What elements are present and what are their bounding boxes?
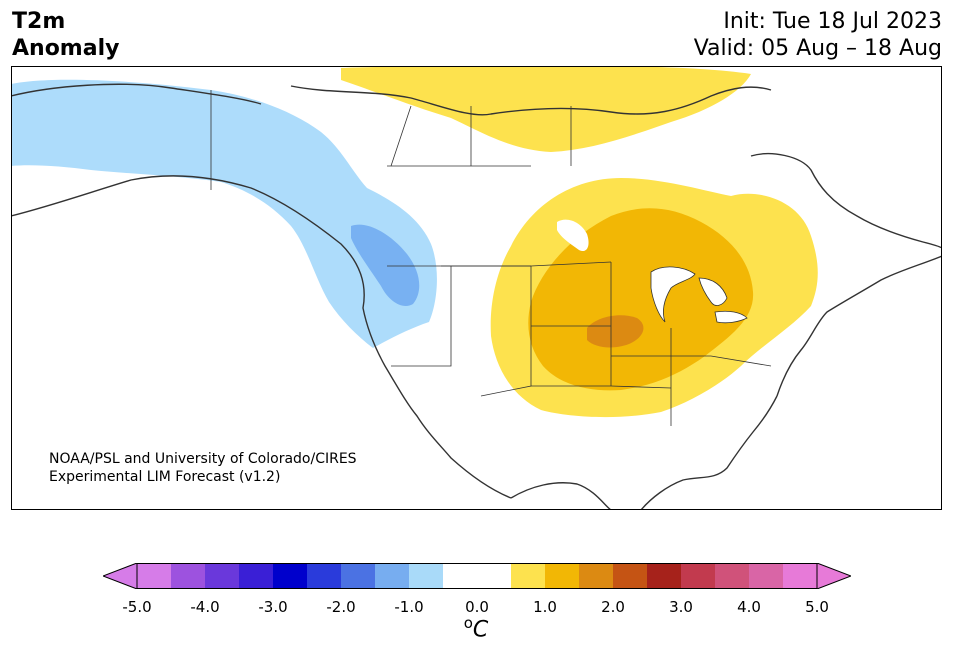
colorbar-segment <box>647 563 682 589</box>
cold-anomaly-light <box>11 79 437 349</box>
colorbar-tick-label: 1.0 <box>533 598 557 616</box>
title-variable-line1: T2m <box>12 9 66 34</box>
colorbar-tick-label: 0.0 <box>465 598 489 616</box>
title-variable-line2: Anomaly <box>12 36 120 61</box>
map-title: T2m Anomaly <box>12 8 119 62</box>
credit-line2: Experimental LIM Forecast (v1.2) <box>49 469 281 485</box>
colorbar-arrow-left <box>103 563 138 589</box>
init-date: Init: Tue 18 Jul 2023 <box>723 9 942 34</box>
colorbar-segment <box>409 563 444 589</box>
colorbar-segment <box>205 563 240 589</box>
colorbar-segment <box>715 563 750 589</box>
colorbar-tick-label: 3.0 <box>669 598 693 616</box>
warm-anomaly-strong <box>587 315 644 348</box>
colorbar-tick-label: -3.0 <box>258 598 288 616</box>
credit-line1: NOAA/PSL and University of Colorado/CIRE… <box>49 451 357 467</box>
colorbar-segment <box>171 563 206 589</box>
warm-anomaly-medium <box>528 208 754 391</box>
colorbar-segment <box>477 563 512 589</box>
map-frame <box>11 66 942 510</box>
colorbar-tick-label: -5.0 <box>122 598 152 616</box>
colorbar-unit: oC <box>464 614 489 642</box>
colorbar-tick-label: 2.0 <box>601 598 625 616</box>
coastline-gulf <box>510 395 778 510</box>
colorbar-segment <box>613 563 648 589</box>
colorbar-segment <box>307 563 342 589</box>
colorbar-segment <box>137 563 172 589</box>
unit-symbol: C <box>472 617 489 643</box>
colorbar-segment <box>341 563 376 589</box>
forecast-dates: Init: Tue 18 Jul 2023 Valid: 05 Aug – 18… <box>694 8 942 62</box>
coastline-west <box>11 83 512 499</box>
colorbar-segment <box>749 563 784 589</box>
colorbar-arrow-right <box>816 563 851 589</box>
colorbar-tick-label: -1.0 <box>394 598 424 616</box>
colorbar-segment <box>239 563 274 589</box>
colorbar-tick-label: 4.0 <box>737 598 761 616</box>
valid-range: Valid: 05 Aug – 18 Aug <box>693 36 942 61</box>
great-lakes <box>650 266 748 324</box>
colorbar-segment <box>273 563 308 589</box>
anomaly-map <box>11 66 942 510</box>
colorbar-frame <box>136 563 818 589</box>
colorbar-segment <box>681 563 716 589</box>
colorbar-tick-label: -4.0 <box>190 598 220 616</box>
credit-text: NOAA/PSL and University of Colorado/CIRE… <box>49 450 357 486</box>
political-boundaries <box>210 90 772 426</box>
coastline-north <box>290 85 772 116</box>
unit-superscript: o <box>463 614 473 632</box>
coastline-east <box>750 153 942 397</box>
colorbar-segment <box>375 563 410 589</box>
colorbar-segment <box>443 563 478 589</box>
colorbar-segment <box>545 563 580 589</box>
colorbar-segment <box>579 563 614 589</box>
colorbar-segment <box>511 563 546 589</box>
colorbar-tick-label: 5.0 <box>805 598 829 616</box>
hudson-bay <box>557 219 589 252</box>
colorbar-segment <box>783 563 818 589</box>
colorbar <box>103 563 851 589</box>
colorbar-tick-label: -2.0 <box>326 598 356 616</box>
cold-anomaly-medium <box>351 224 420 306</box>
